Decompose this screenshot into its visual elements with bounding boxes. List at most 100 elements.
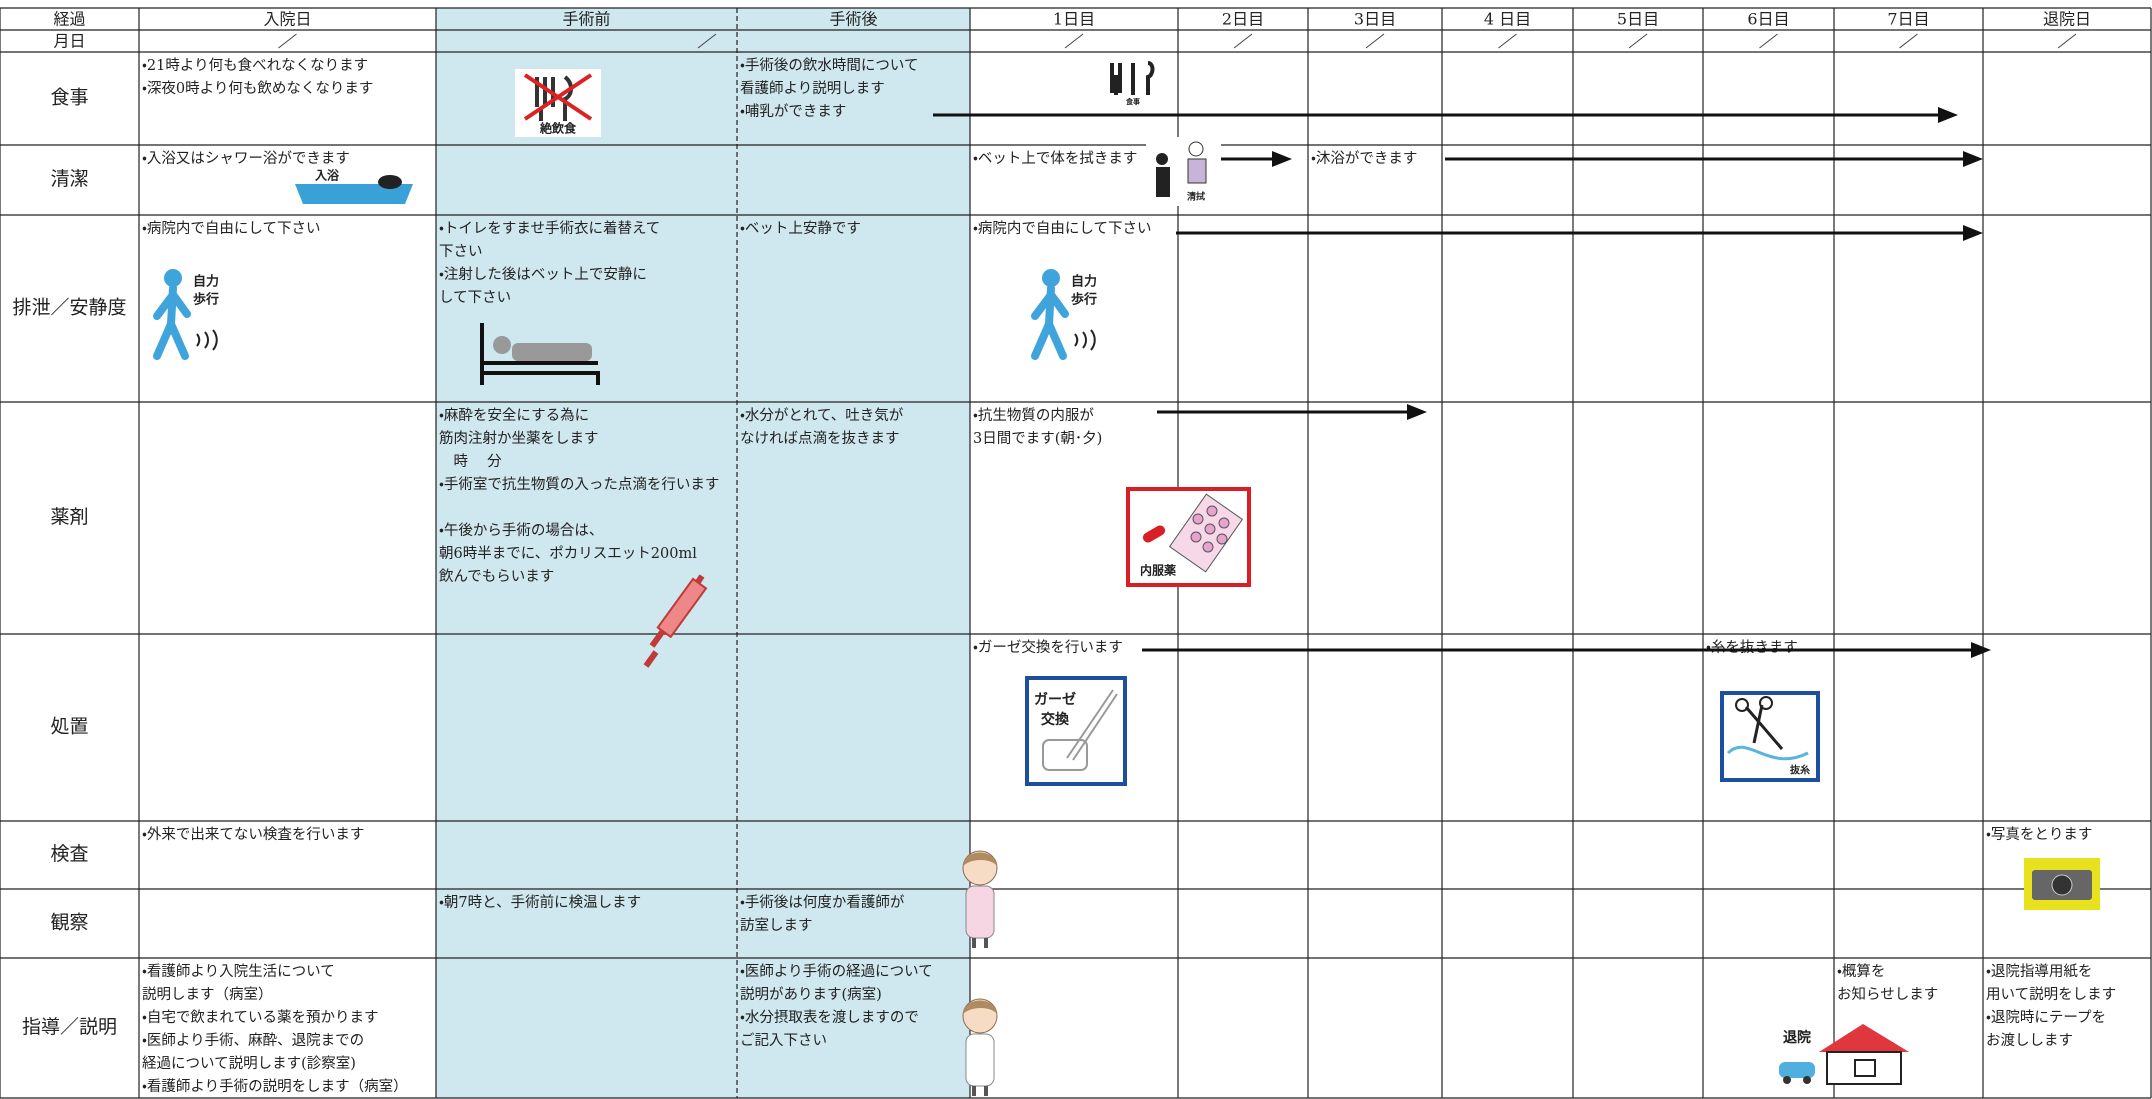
cell-text: ・看護師より手術の説明をします（病室） bbox=[142, 1078, 408, 1095]
legs bbox=[972, 1086, 988, 1096]
cell-text: ・午後から手術の場合は、 bbox=[439, 522, 603, 539]
wheel2 bbox=[1803, 1076, 1811, 1084]
icon-label: 絶飲食 bbox=[539, 121, 577, 136]
cell-text: ・入浴又はシャワー浴ができます bbox=[142, 150, 350, 167]
row-label: 薬剤 bbox=[50, 506, 88, 528]
icon-label: 交換 bbox=[1041, 711, 1070, 728]
legs bbox=[972, 938, 988, 948]
head bbox=[493, 336, 511, 354]
pill bbox=[1204, 523, 1216, 535]
header-cell: 経過 bbox=[53, 10, 85, 29]
icon-bath: 入浴 bbox=[295, 168, 413, 204]
date-slash bbox=[1628, 33, 1648, 49]
head bbox=[164, 269, 182, 287]
tweezers bbox=[1066, 689, 1118, 761]
cell-text: ・手術室で抗生物質の入った点滴を行います bbox=[439, 475, 719, 493]
arrow-head bbox=[1963, 151, 1983, 167]
head2 bbox=[1188, 141, 1204, 157]
cell-text: 用いて説明をします bbox=[1986, 986, 2116, 1003]
arrow-head bbox=[1971, 642, 1991, 658]
date-slash bbox=[1233, 33, 1253, 49]
row-label: 清潔 bbox=[50, 168, 88, 190]
cell-text: 看護師より説明します bbox=[740, 80, 885, 97]
car bbox=[1779, 1062, 1815, 1078]
header-cell: 手術後 bbox=[829, 10, 877, 29]
header-cell: 退院日 bbox=[2043, 10, 2091, 29]
cell-text: ・医師より手術、麻酔、退院までの bbox=[142, 1032, 364, 1049]
icon-gauze: ガーゼ交換 bbox=[1025, 676, 1127, 786]
ring2 bbox=[1759, 696, 1773, 710]
date-slash bbox=[1365, 33, 1385, 49]
roof bbox=[1819, 1024, 1909, 1052]
cell-text: 経過について説明します(診察室) bbox=[142, 1055, 356, 1072]
cell-text: して下さい bbox=[439, 289, 511, 306]
cell-text: ・ガーゼ交換を行います bbox=[973, 639, 1123, 656]
cross bbox=[523, 73, 593, 121]
cell-text: ・手術後は何度か看護師が bbox=[740, 894, 905, 911]
icon-syringe bbox=[643, 574, 708, 668]
cell-text: なければ点滴を抜きます bbox=[740, 430, 900, 447]
hair bbox=[963, 852, 997, 866]
cell-text: 筋肉注射か坐薬をします bbox=[439, 430, 599, 447]
icon-label: 食事 bbox=[1126, 97, 1140, 106]
icon-medicine: 内服薬 bbox=[1126, 487, 1251, 587]
cell-text: ・写真をとります bbox=[1986, 826, 2092, 843]
cell-text: ・外来で出来てない検査を行います bbox=[142, 826, 364, 843]
lens bbox=[2051, 874, 2073, 896]
row-label: 排泄／安静度 bbox=[12, 297, 126, 319]
date-slash bbox=[1064, 33, 1084, 49]
cutlery bbox=[1110, 61, 1155, 95]
icon-label: 歩行 bbox=[1071, 292, 1097, 308]
date-slash bbox=[1899, 33, 1918, 49]
cell-text: ・ベット上で体を拭きます bbox=[973, 150, 1137, 167]
cell-text: ・深夜0時より何も飲めなくなります bbox=[142, 80, 373, 97]
row-label: 指導／説明 bbox=[22, 1016, 117, 1038]
body bbox=[965, 885, 995, 939]
header-cell: 7日目 bbox=[1887, 10, 1929, 29]
surgery-shade bbox=[436, 8, 970, 1098]
capsule bbox=[1142, 525, 1166, 543]
pill bbox=[1216, 533, 1228, 545]
icon-label: ガーゼ bbox=[1034, 691, 1076, 708]
ring bbox=[1735, 698, 1749, 712]
header-cell: 2日目 bbox=[1222, 10, 1264, 29]
icon-suture: 抜糸 bbox=[1720, 691, 1820, 782]
month-label: 月日 bbox=[53, 32, 85, 51]
date-slash bbox=[697, 33, 717, 49]
cell-text: ・沐浴ができます bbox=[1311, 150, 1417, 167]
body bbox=[1156, 167, 1170, 197]
cell-text: ・抗生物質の内服が bbox=[973, 406, 1094, 424]
cell-text: 時 分 bbox=[439, 453, 502, 470]
row-label: 処置 bbox=[50, 716, 88, 738]
row-label: 食事 bbox=[50, 87, 88, 109]
pill bbox=[1206, 505, 1218, 517]
cell-text: ・糸を抜きます bbox=[1706, 639, 1798, 656]
pill bbox=[1202, 541, 1214, 553]
cell-text: お知らせします bbox=[1837, 986, 1938, 1003]
cell-text: ・麻酔を安全にする為に bbox=[439, 407, 589, 424]
cell-text: ご記入下さい bbox=[740, 1032, 827, 1049]
pill bbox=[1192, 513, 1204, 525]
icon-frame bbox=[515, 69, 601, 137]
header-cell: 3日目 bbox=[1354, 10, 1396, 29]
cell-text: ・病院内で自由にして下さい bbox=[142, 220, 321, 237]
icon-label: 歩行 bbox=[193, 292, 219, 308]
date-slash bbox=[2057, 33, 2077, 49]
head bbox=[1042, 269, 1060, 287]
row-label: 検査 bbox=[50, 843, 88, 865]
icon-nurse bbox=[962, 850, 998, 948]
arrow-head bbox=[1938, 107, 1958, 123]
date-slash bbox=[1498, 33, 1517, 49]
arrow-head bbox=[1963, 225, 1983, 241]
header-cell: 6日目 bbox=[1747, 10, 1789, 29]
scissors bbox=[1744, 704, 1784, 750]
header-cell: 手術前 bbox=[562, 10, 610, 29]
cell-text: ・手術後の飲水時間について bbox=[740, 57, 919, 74]
cell-text: 朝6時半までに、ポカリスエット200ml bbox=[439, 545, 697, 562]
header-cell: 5日目 bbox=[1617, 10, 1659, 29]
bed bbox=[480, 323, 600, 385]
tub bbox=[295, 184, 413, 204]
icon-fasting: 絶飲食 bbox=[515, 69, 601, 137]
cell-text: ・退院指導用紙を bbox=[1986, 963, 2092, 980]
